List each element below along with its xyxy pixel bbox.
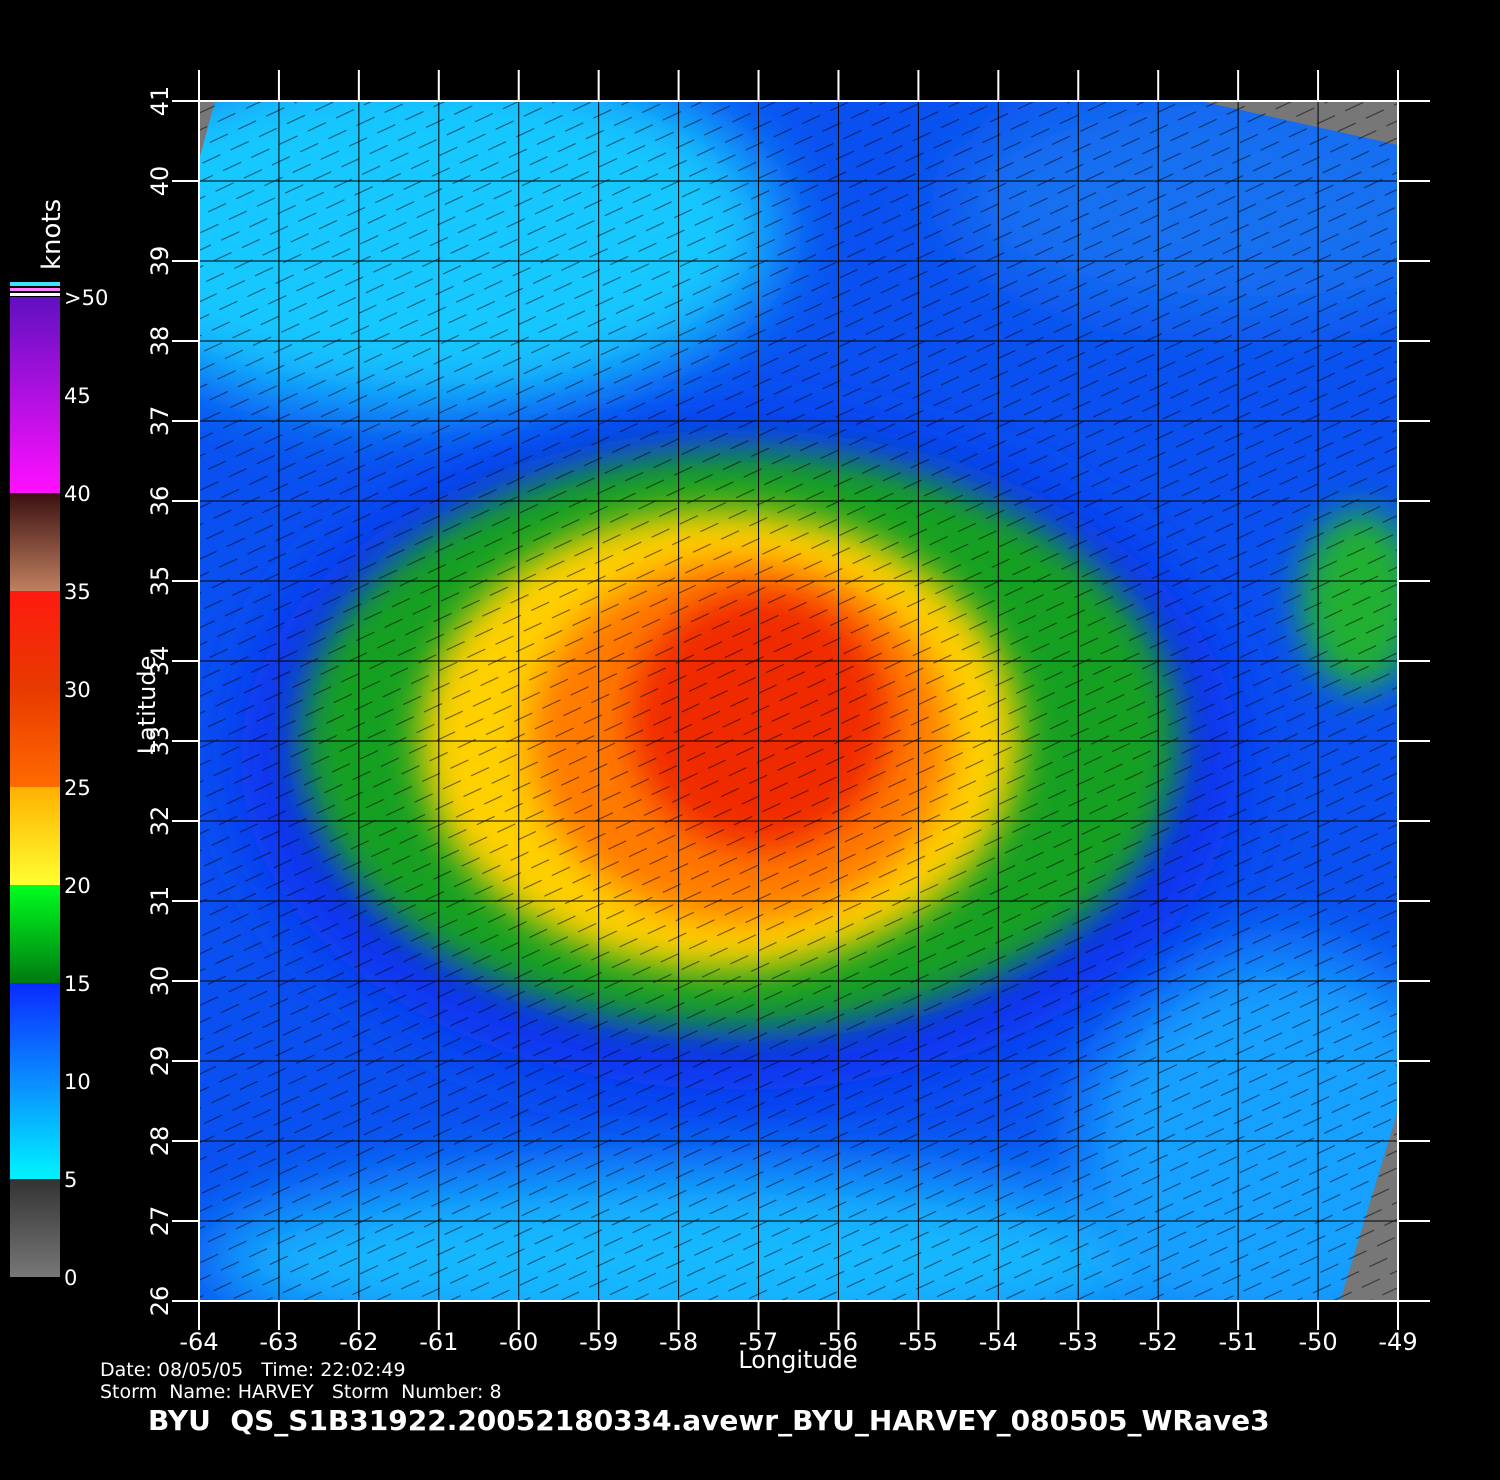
y-tick-label: 41 (146, 86, 174, 117)
x-tick-label: -53 (1059, 1328, 1098, 1356)
x-tick-label: -62 (339, 1328, 378, 1356)
colorbar-segment (10, 591, 60, 787)
x-tick-label: -54 (979, 1328, 1018, 1356)
colorbar-tick-label: 5 (64, 1168, 77, 1192)
x-tick-label: -61 (419, 1328, 458, 1356)
x-tick-label: -52 (1139, 1328, 1178, 1356)
y-tick-label: 30 (146, 966, 174, 997)
x-tick-label: -60 (499, 1328, 538, 1356)
y-tick-label: 36 (146, 486, 174, 517)
colorbar: knots (10, 199, 67, 1277)
colorbar-cap (10, 288, 60, 291)
axes: -64 -63 -62 -61 -60 -59 -58 -57 -56 -55 -54 -53 -52 -… (146, 70, 1430, 1356)
colorbar-segment (10, 297, 60, 493)
x-tick-label: -51 (1219, 1328, 1258, 1356)
colorbar-tick-label: 20 (64, 874, 91, 898)
y-tick-label: 33 (146, 726, 174, 757)
colorbar-title: knots (37, 199, 67, 270)
x-tick-label: -56 (819, 1328, 858, 1356)
colorbar-tick-label: 35 (64, 580, 91, 604)
y-tick-label: 37 (146, 406, 174, 437)
colorbar-segment (10, 885, 60, 983)
plot-frame (198, 100, 1399, 1302)
storm-line: Storm Name: HARVEY Storm Number: 8 (100, 1381, 502, 1403)
colorbar-tick-label: >50 (64, 286, 108, 310)
y-tick-label: 40 (146, 166, 174, 197)
x-tick-label: -59 (579, 1328, 618, 1356)
file-title: BYU QS_S1B31922.20052180334.avewr_BYU_HA… (148, 1404, 1270, 1437)
x-tick-label: -58 (659, 1328, 698, 1356)
colorbar-segment (10, 983, 60, 1179)
x-tick-label: -57 (739, 1328, 778, 1356)
y-tick-label: 31 (146, 886, 174, 917)
date-line: Date: 08/05/05 Time: 22:02:49 (100, 1359, 406, 1381)
colorbar-tick-label: 0 (64, 1266, 77, 1290)
colorbar-tick-label: 10 (64, 1070, 91, 1094)
y-tick-label: 34 (146, 646, 174, 677)
y-tick-label: 28 (146, 1126, 174, 1157)
colorbar-tick-label: 30 (64, 678, 91, 702)
colorbar-segment (10, 1179, 60, 1277)
colorbar-segment (10, 787, 60, 885)
y-tick-label: 27 (146, 1206, 174, 1237)
colorbar-tick-label: 25 (64, 776, 91, 800)
colorbar-segment (10, 493, 60, 591)
colorbar-cap (10, 282, 60, 286)
x-tick-label: -49 (1378, 1328, 1417, 1356)
y-tick-label: 29 (146, 1046, 174, 1077)
x-tick-label: -50 (1298, 1328, 1337, 1356)
y-tick-label: 38 (146, 326, 174, 357)
wind-field (199, 101, 1398, 1301)
y-tick-label: 35 (146, 566, 174, 597)
x-tick-label: -63 (259, 1328, 298, 1356)
y-axis-label: Latitude (133, 656, 161, 755)
x-tick-label: -64 (179, 1328, 218, 1356)
colorbar-cap (10, 293, 60, 296)
y-tick-label: 26 (146, 1286, 174, 1317)
y-tick-label: 39 (146, 246, 174, 277)
colorbar-tick-label: 15 (64, 972, 91, 996)
y-tick-label: 32 (146, 806, 174, 837)
x-tick-label: -55 (899, 1328, 938, 1356)
colorbar-tick-label: 45 (64, 384, 91, 408)
colorbar-tick-label: 40 (64, 482, 91, 506)
x-axis-label: Longitude (738, 1346, 857, 1374)
